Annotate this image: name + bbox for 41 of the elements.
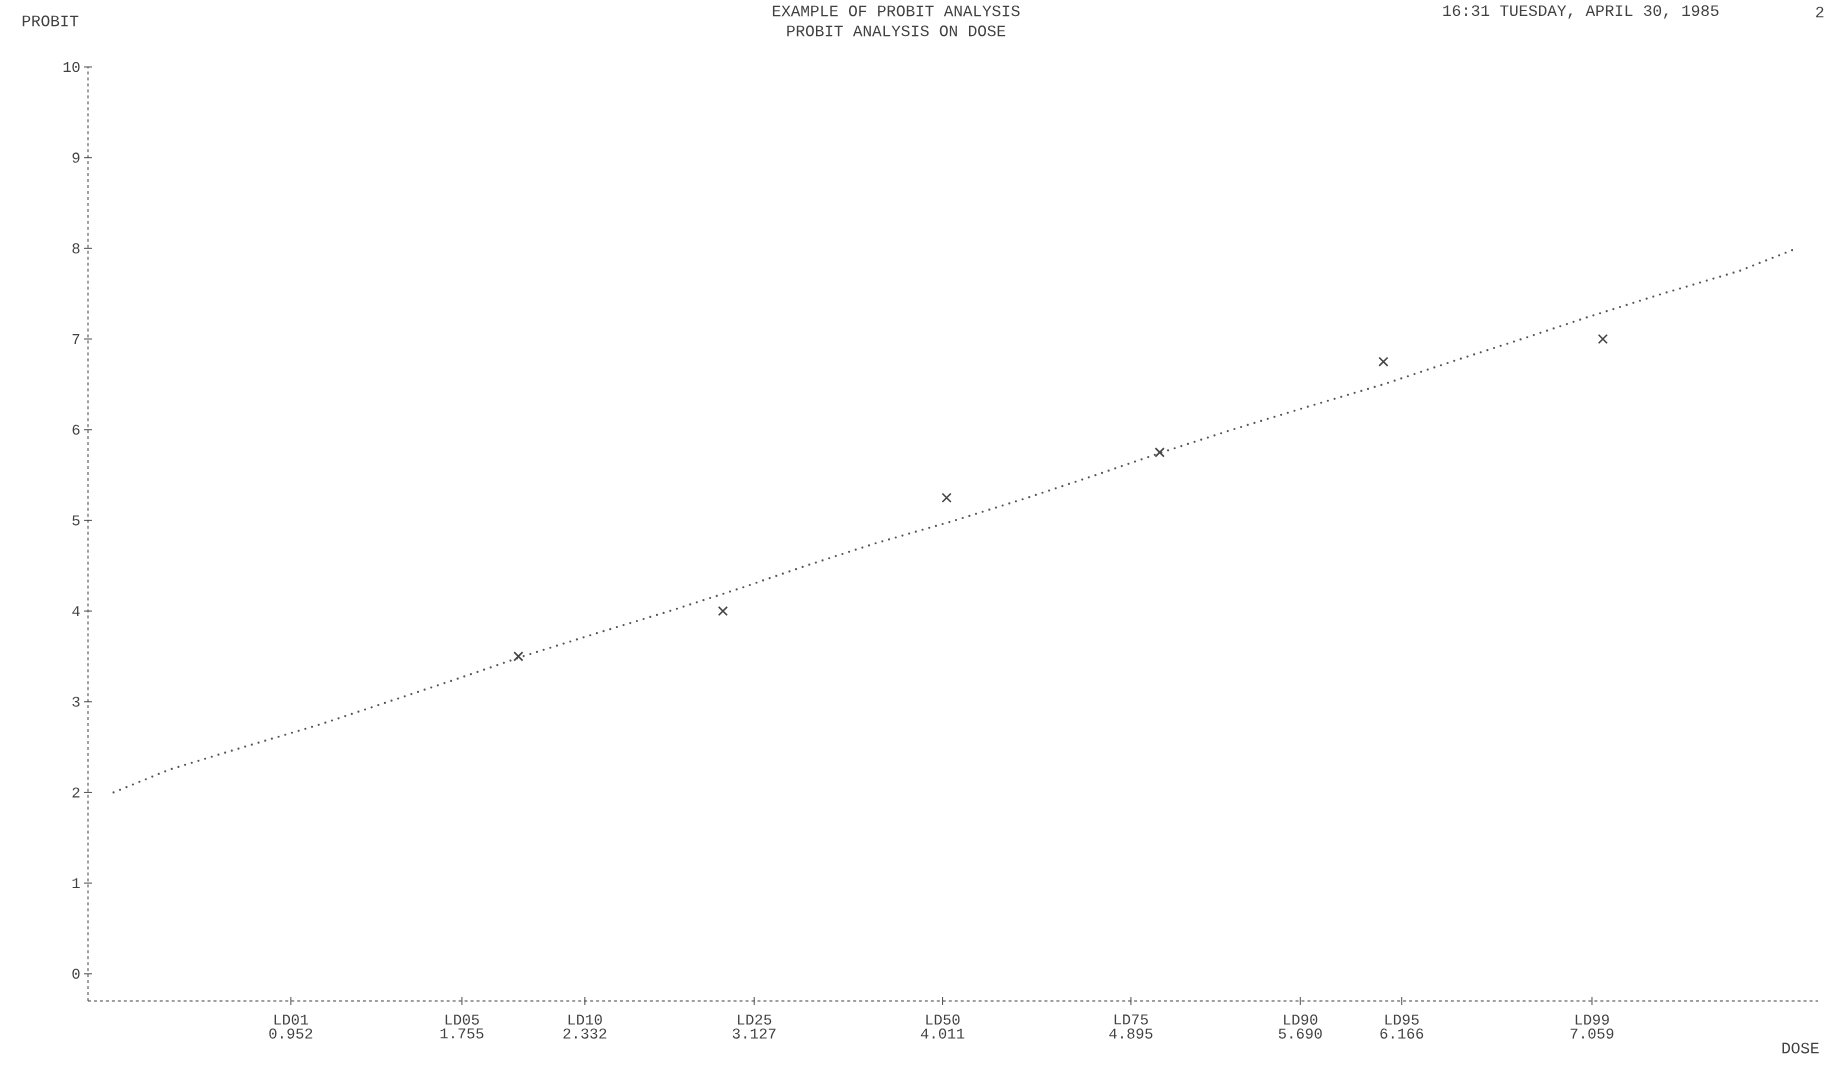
text: LD95 [1385, 1014, 1419, 1025]
point [1378, 356, 1389, 367]
x-tick-label: 7.059 [1570, 1028, 1614, 1039]
point [941, 492, 952, 503]
text: LD75 [1114, 1014, 1148, 1025]
chart-title: EXAMPLE OF PROBIT ANALYSIS [772, 5, 1020, 17]
y-tick-label: 1 [72, 878, 80, 889]
x-axis-title: DOSE [1782, 1042, 1819, 1054]
x-tick-label: 2.332 [563, 1028, 607, 1039]
x-tick-label: 1.755 [440, 1028, 484, 1039]
y-tick-label: 3 [72, 696, 80, 707]
x-tick-label: 0.952 [269, 1028, 313, 1039]
x-tick-label: 6.166 [1380, 1028, 1424, 1039]
x-tick-label: 4.011 [920, 1028, 965, 1039]
text: 2 [1816, 6, 1824, 18]
y-tick-label: 6 [72, 424, 80, 435]
text: LD25 [738, 1014, 772, 1025]
text: LD10 [568, 1014, 602, 1025]
y-tick-label: 9 [72, 152, 80, 163]
y-axis-title: PROBIT [22, 15, 79, 27]
text: LD01 [274, 1014, 309, 1025]
y-tick-label: 8 [72, 243, 80, 254]
text: LD90 [1284, 1014, 1318, 1025]
y-tick-label: 0 [72, 968, 80, 979]
text: LD50 [926, 1014, 960, 1025]
x-tick-label: 3.127 [732, 1028, 776, 1039]
point [1597, 334, 1608, 345]
y-tick-label: 7 [72, 334, 80, 344]
y-tick-label: 10 [63, 61, 80, 73]
text: LD05 [445, 1014, 479, 1025]
text: 16:31 TUESDAY, APRIL 30, 1985 [1443, 5, 1719, 19]
point [513, 651, 524, 662]
y-tick-label: 4 [72, 606, 80, 616]
point [1154, 447, 1165, 458]
x-tick-label: 5.690 [1278, 1028, 1322, 1039]
x-tick-label: 4.895 [1109, 1028, 1153, 1039]
y-tick-label: 5 [72, 515, 80, 526]
text: LD99 [1575, 1014, 1609, 1025]
chart-subtitle: PROBIT ANALYSIS ON DOSE [787, 25, 1006, 37]
y-tick-label: 2 [72, 787, 80, 798]
point [717, 606, 728, 617]
